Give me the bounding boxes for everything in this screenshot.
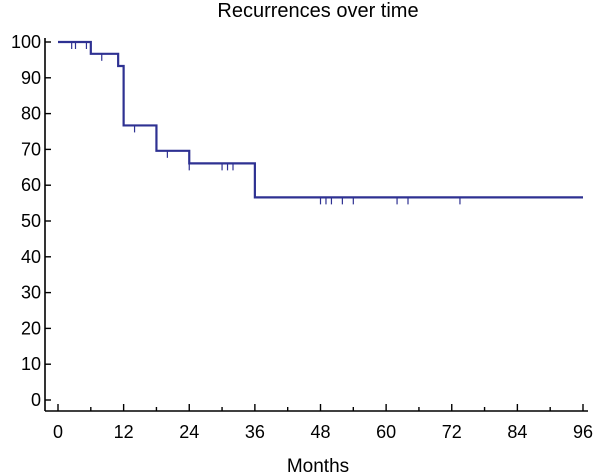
x-tick-label: 48: [310, 422, 330, 442]
y-tick-label: 40: [21, 247, 41, 267]
y-tick-label: 10: [21, 354, 41, 374]
censor-marks: [71, 42, 461, 205]
x-tick-label: 12: [114, 422, 134, 442]
y-tick-label: 0: [31, 390, 41, 410]
x-tick-label: 0: [53, 422, 63, 442]
y-tick-label: 50: [21, 211, 41, 231]
y-tick-label: 60: [21, 175, 41, 195]
x-tick-label: 72: [442, 422, 462, 442]
x-axis: 0 12 24 36 48 60 72 84 96: [53, 404, 593, 442]
y-tick-label: 80: [21, 104, 41, 124]
x-tick-label: 96: [573, 422, 593, 442]
x-tick-label: 36: [245, 422, 265, 442]
series-line: [58, 40, 583, 199]
y-tick-label: 20: [21, 318, 41, 338]
y-axis: 0 10 20 30 40 50 60 70 80 90 100: [11, 32, 51, 410]
y-tick-label: 100: [11, 32, 41, 52]
y-tick-label: 90: [21, 68, 41, 88]
y-tick-label: 70: [21, 139, 41, 159]
y-tick-label: 30: [21, 283, 41, 303]
x-tick-label: 24: [179, 422, 199, 442]
x-axis-label: Months: [287, 456, 349, 476]
x-tick-label: 60: [376, 422, 396, 442]
chart-title: Recurrences over time: [217, 0, 418, 22]
x-tick-label: 84: [507, 422, 527, 442]
